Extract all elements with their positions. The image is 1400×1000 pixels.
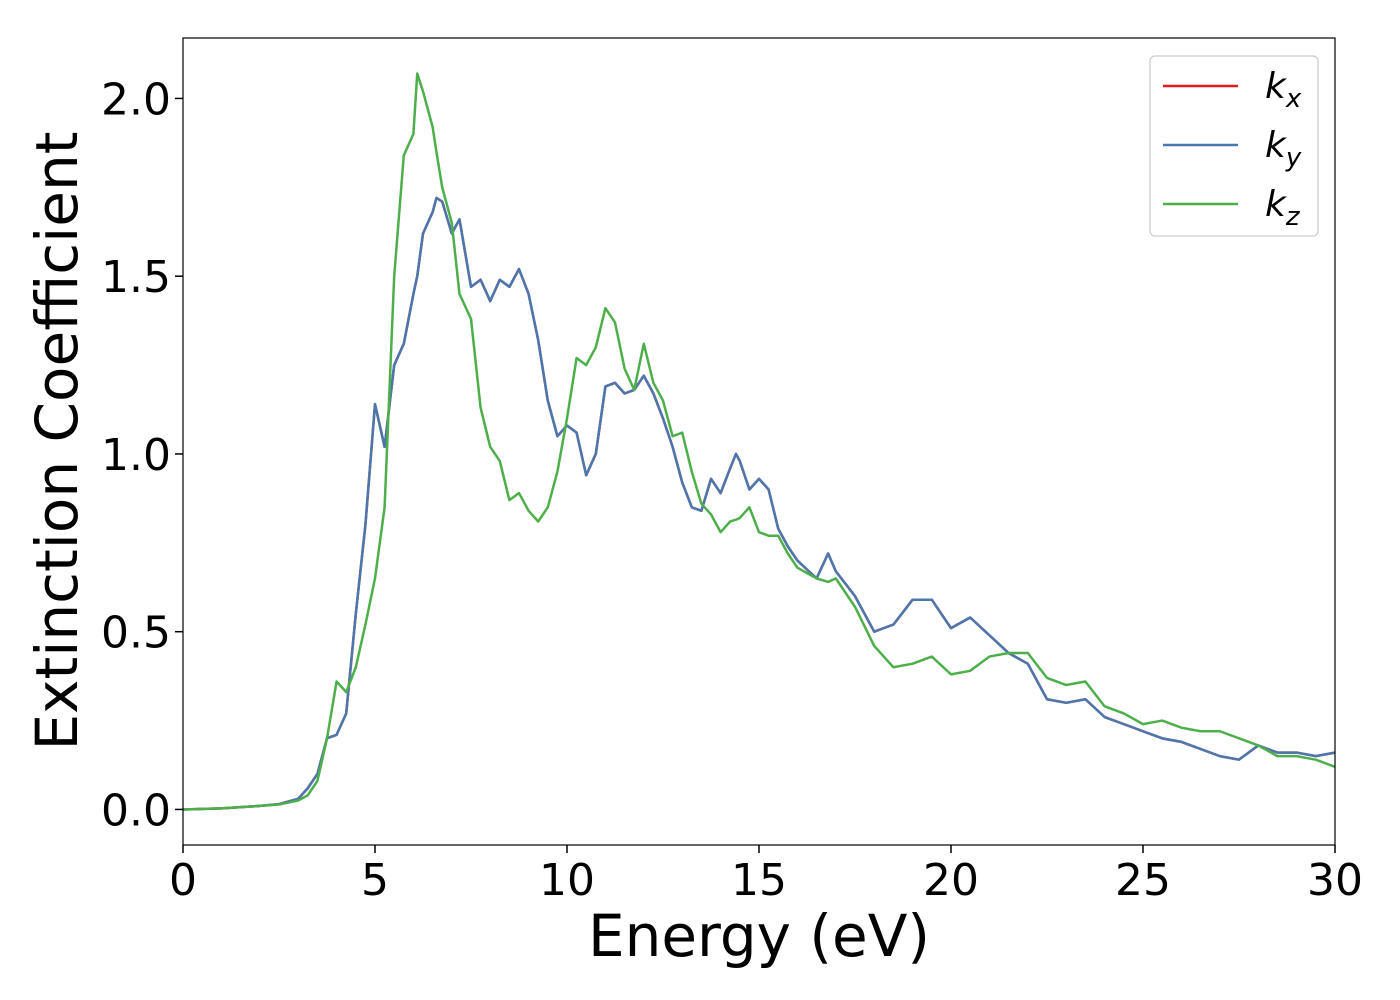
data-line (183, 72, 1335, 811)
data-line (183, 196, 1335, 811)
y-axis-label: Extinction Coefficient (23, 132, 91, 751)
legend-label: kz (1265, 184, 1301, 232)
y-tick-label: 0.0 (101, 785, 171, 836)
y-tick-label: 2.0 (101, 74, 171, 125)
x-tick-label: 10 (539, 855, 595, 906)
y-tick-label: 1.5 (101, 252, 171, 303)
x-tick-label: 5 (361, 855, 389, 906)
x-axis-label: Energy (eV) (588, 902, 930, 970)
data-line (183, 196, 1335, 811)
legend-label: ky (1265, 125, 1302, 173)
x-tick-label: 15 (731, 855, 787, 906)
x-tick-label: 20 (923, 855, 979, 906)
y-tick-label: 0.5 (101, 608, 171, 659)
x-tick-label: 30 (1307, 855, 1363, 906)
x-tick-label: 0 (169, 855, 197, 906)
plot-frame (182, 37, 1336, 846)
x-tick-label: 25 (1115, 855, 1171, 906)
legend-label: kx (1265, 66, 1302, 114)
y-tick-label: 1.0 (101, 430, 171, 481)
